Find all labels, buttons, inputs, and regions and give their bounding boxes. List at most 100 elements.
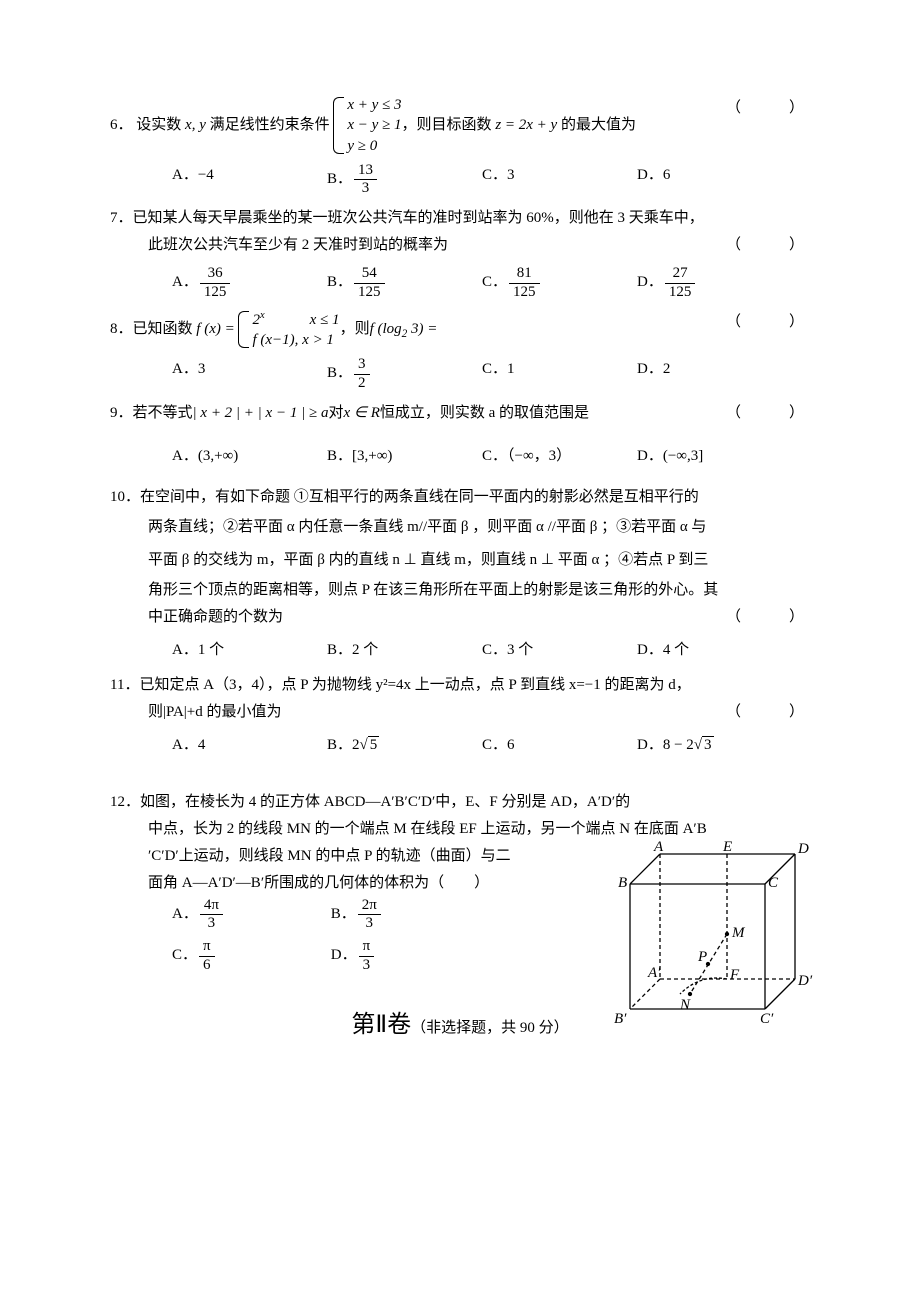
- q7-number: 7．: [110, 210, 133, 226]
- q12-l1: 如图，在棱长为 4 的正方体 ABCD—A′B′C′D′中，E、F 分别是 AD…: [140, 794, 630, 810]
- q9-text-pre: 若不等式: [133, 405, 193, 421]
- q6-opt-a: A．−4: [172, 162, 327, 198]
- q10-paren: （ ）: [726, 604, 810, 631]
- q12-opt-a: A．4π3: [172, 897, 327, 933]
- svg-text:P: P: [697, 949, 707, 965]
- cube-diagram: A B C D A′ B′ C′ D′ E F M N P: [610, 839, 820, 1029]
- q11-opt-a: A．4: [172, 732, 327, 759]
- q7-opt-d: D．27125: [637, 265, 792, 301]
- q10-number: 10．: [110, 489, 140, 505]
- q8-paren: （ ）: [726, 309, 810, 336]
- question-12: 12．如图，在棱长为 4 的正方体 ABCD—A′B′C′D′中，E、F 分别是…: [110, 789, 810, 974]
- q8-opt-b: B．32: [327, 356, 482, 392]
- q12-l3: ′C′D′上运动，则线段 MN 的中点 P 的轨迹（曲面）与二: [148, 848, 511, 864]
- q9-opt-b: B．[3,+∞): [327, 443, 482, 470]
- q8-system: 2x x ≤ 1 f (x−1), x > 1: [238, 309, 339, 351]
- q11-options: A．4 B．25 C．6 D．8 − 23: [110, 732, 810, 759]
- q12-opt-d: D．π3: [331, 938, 486, 974]
- q11-l1: 已知定点 A（3，4），点 P 为抛物线 y²=4x 上一动点，点 P 到直线 …: [139, 677, 690, 693]
- q9-number: 9．: [110, 405, 133, 421]
- q7-options: A．36125 B．54125 C．81125 D．27125: [110, 265, 810, 301]
- question-10: 10．在空间中，有如下命题 ①互相平行的两条直线在同一平面内的射影必然是互相平行…: [110, 484, 810, 664]
- question-6: 6． 设实数 x, y 满足线性约束条件 x + y ≤ 3 x − y ≥ 1…: [110, 95, 810, 197]
- q12-opt-b: B．2π3: [331, 897, 486, 933]
- q8-number: 8．: [110, 321, 133, 337]
- svg-text:D′: D′: [797, 973, 813, 989]
- q10-l3: 平面 β 的交线为 m，平面 β 内的直线 n ⊥ 直线 m，则直线 n ⊥ 平…: [148, 552, 708, 568]
- q10-opt-a: A．1 个: [172, 637, 327, 664]
- q6-text-after: ，则目标函数: [402, 117, 496, 133]
- q11-l2: 则|PA|+d 的最小值为: [148, 704, 282, 720]
- question-9: 9．若不等式| x + 2 | + | x − 1 | ≥ a对x ∈ R恒成立…: [110, 400, 810, 470]
- q6-options: A．−4 B．133 C．3 D．6: [110, 162, 810, 198]
- q7-line1: 已知某人每天早晨乘坐的某一班次公共汽车的准时到站率为 60%，则他在 3 天乘车…: [133, 210, 704, 226]
- q12-opt-c: C．π6: [172, 938, 327, 974]
- q6-opt-d: D．6: [637, 162, 792, 198]
- q10-opt-c: C．3 个: [482, 637, 637, 664]
- q9-opt-c: C．（−∞，3）: [482, 443, 637, 470]
- q9-paren: （ ）: [726, 400, 810, 427]
- q12-l2: 中点，长为 2 的线段 MN 的一个端点 M 在线段 EF 上运动，另一个端点 …: [148, 821, 707, 837]
- section-2-title: 第Ⅱ卷: [351, 1012, 411, 1038]
- question-8: 8．已知函数 f (x) = 2x x ≤ 1 f (x−1), x > 1 ，…: [110, 309, 810, 392]
- q7-opt-c: C．81125: [482, 265, 637, 301]
- svg-text:C: C: [768, 875, 779, 891]
- q11-paren: （ ）: [726, 699, 810, 726]
- q6-system: x + y ≤ 3 x − y ≥ 1 y ≥ 0: [333, 95, 401, 156]
- q6-text-mid: 满足线性约束条件: [206, 117, 330, 133]
- q7-opt-a: A．36125: [172, 265, 327, 301]
- svg-text:A′: A′: [647, 965, 661, 981]
- q12-figure: A B C D A′ B′ C′ D′ E F M N P: [610, 839, 820, 1039]
- q8-opt-d: D．2: [637, 356, 792, 392]
- q9-text-mid: 对: [328, 405, 343, 421]
- q9-text-end: 恒成立，则实数 a 的取值范围是: [380, 405, 589, 421]
- q9-options: A．(3,+∞) B．[3,+∞) C．（−∞，3） D．(−∞,3]: [110, 443, 810, 470]
- q11-opt-c: C．6: [482, 732, 637, 759]
- svg-text:A: A: [653, 839, 664, 855]
- q11-number: 11．: [110, 677, 139, 693]
- q8-opt-a: A．3: [172, 356, 327, 392]
- q10-opt-b: B．2 个: [327, 637, 482, 664]
- q12-number: 12．: [110, 794, 140, 810]
- q9-expr: | x + 2 | + | x − 1 | ≥ a: [193, 405, 329, 421]
- svg-text:M: M: [731, 925, 746, 941]
- q7-opt-b: B．54125: [327, 265, 482, 301]
- svg-text:B′: B′: [614, 1011, 627, 1027]
- svg-text:F: F: [729, 967, 740, 983]
- q7-paren: （ ）: [726, 232, 810, 259]
- q11-opt-b: B．25: [327, 732, 482, 759]
- svg-text:E: E: [722, 839, 732, 855]
- svg-text:D: D: [797, 841, 809, 857]
- q9-opt-a: A．(3,+∞): [172, 443, 327, 470]
- q6-var: x, y: [185, 117, 206, 133]
- q6-text-end: 的最大值为: [557, 117, 636, 133]
- q10-opt-d: D．4 个: [637, 637, 792, 664]
- svg-text:B: B: [618, 875, 627, 891]
- q7-line2: 此班次公共汽车至少有 2 天准时到站的概率为: [148, 237, 448, 253]
- q6-text-pre: 设实数: [136, 117, 185, 133]
- q8-text-pre: 已知函数: [133, 321, 197, 337]
- q11-opt-d: D．8 − 23: [637, 732, 792, 759]
- q8-opt-c: C．1: [482, 356, 637, 392]
- q6-number: 6．: [110, 117, 133, 133]
- q9-cond: x ∈ R: [343, 405, 379, 421]
- q6-paren: （ ）: [726, 95, 810, 122]
- svg-text:C′: C′: [760, 1011, 774, 1027]
- q8-text-mid: ，则: [340, 321, 370, 337]
- question-11: 11．已知定点 A（3，4），点 P 为抛物线 y²=4x 上一动点，点 P 到…: [110, 672, 810, 759]
- q6-opt-c: C．3: [482, 162, 637, 198]
- q6-func: z = 2x + y: [495, 117, 557, 133]
- q12-l4: 面角 A—A′D′—B′所围成的几何体的体积为（ ）: [148, 875, 489, 891]
- q8-func-name: f (x) =: [196, 321, 238, 337]
- q8-options: A．3 B．32 C．1 D．2: [110, 356, 810, 392]
- question-7: 7．已知某人每天早晨乘坐的某一班次公共汽车的准时到站率为 60%，则他在 3 天…: [110, 205, 810, 301]
- svg-text:N: N: [679, 997, 691, 1013]
- q10-l2: 两条直线；②若平面 α 内任意一条直线 m//平面 β ，则平面 α //平面 …: [148, 519, 706, 535]
- section-2-subtitle: （非选择题，共 90 分）: [411, 1020, 569, 1036]
- q6-opt-b: B．133: [327, 162, 482, 198]
- q10-l5: 中正确命题的个数为: [148, 609, 283, 625]
- q10-l4: 角形三个顶点的距离相等，则点 P 在该三角形所在平面上的射影是该三角形的外心。其: [148, 582, 718, 598]
- q9-opt-d: D．(−∞,3]: [637, 443, 792, 470]
- q10-l1: 在空间中，有如下命题 ①互相平行的两条直线在同一平面内的射影必然是互相平行的: [140, 489, 699, 505]
- q10-options: A．1 个 B．2 个 C．3 个 D．4 个: [110, 637, 810, 664]
